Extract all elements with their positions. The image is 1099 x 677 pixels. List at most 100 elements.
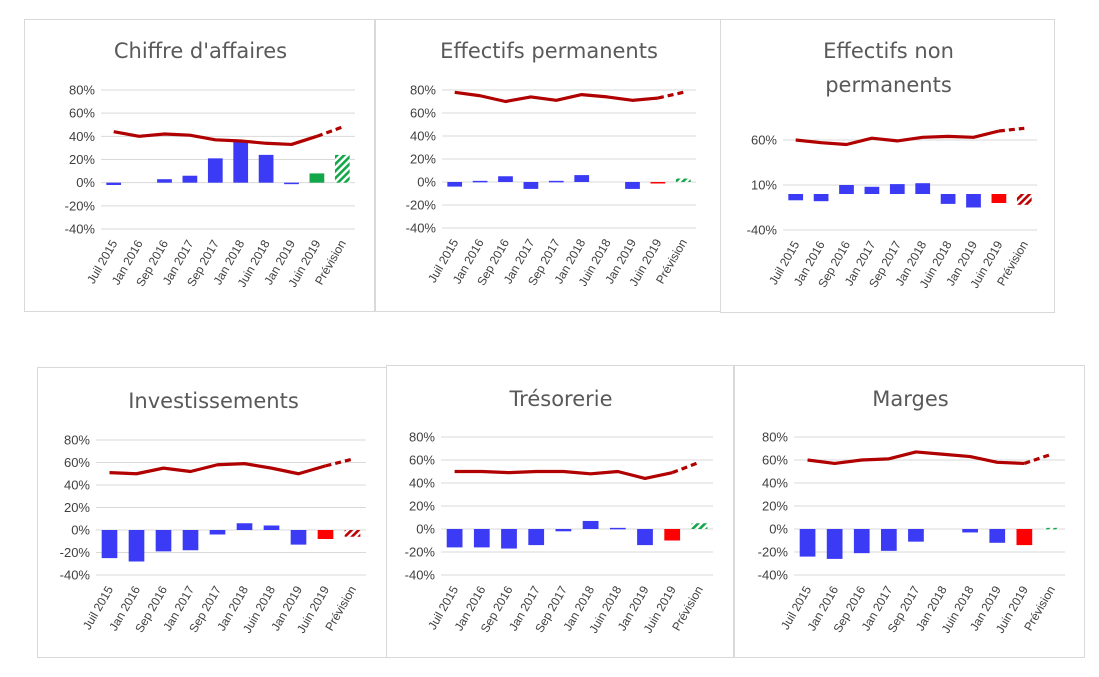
bar-value bbox=[582, 520, 599, 529]
bar-value bbox=[528, 529, 545, 546]
bar-value bbox=[207, 158, 223, 183]
y-tick-label: 80% bbox=[762, 430, 788, 445]
chart-panel-marges: Marges 80% 60% 40% 20% 0% -20% -40% Juil 2015 Jan… bbox=[734, 365, 1085, 658]
y-tick-label: 40% bbox=[410, 129, 436, 144]
y-tick-label: -20% bbox=[60, 545, 91, 560]
trend-line bbox=[807, 450, 1025, 466]
y-tick-label: 40% bbox=[762, 476, 788, 491]
bar-value bbox=[236, 523, 253, 530]
bar-value bbox=[991, 194, 1007, 203]
trend-line bbox=[795, 129, 1000, 147]
bar-value bbox=[447, 182, 463, 187]
bar-value bbox=[182, 175, 198, 183]
bar-value bbox=[839, 185, 854, 194]
bar-value bbox=[548, 180, 564, 183]
y-tick-label: 80% bbox=[64, 433, 90, 448]
y-tick-label: 0% bbox=[71, 523, 90, 538]
y-tick-label: -40% bbox=[406, 221, 437, 236]
bar-value bbox=[128, 530, 145, 562]
bar-value bbox=[915, 183, 931, 194]
chart-title: Effectifs non bbox=[823, 39, 954, 63]
bar-value bbox=[799, 529, 816, 557]
trend-line-forecast bbox=[671, 460, 700, 475]
trend-line-forecast bbox=[325, 457, 353, 468]
bar-value bbox=[940, 194, 956, 204]
y-tick-label: 60% bbox=[69, 106, 95, 121]
y-tick-label: 40% bbox=[69, 129, 95, 144]
y-tick-label: -20% bbox=[65, 198, 96, 213]
bar-value bbox=[864, 186, 880, 194]
bar-value bbox=[853, 529, 870, 554]
bar-forecast bbox=[344, 530, 361, 537]
bar-value bbox=[966, 194, 981, 208]
y-tick-label: 80% bbox=[409, 430, 435, 445]
chart-panel-chiffre-affaires: Chiffre d'affaires 80% 60% 40% 20% 0% -20% -40%… bbox=[24, 19, 375, 312]
bar-value bbox=[106, 182, 122, 185]
chart-title: Effectifs permanents bbox=[440, 39, 658, 63]
bar-value bbox=[258, 154, 274, 183]
bar-value bbox=[609, 527, 626, 530]
y-tick-label: 60% bbox=[751, 133, 777, 148]
y-tick-label: 0% bbox=[416, 522, 435, 537]
y-tick-label: 60% bbox=[762, 453, 788, 468]
bar-value bbox=[664, 529, 681, 541]
bar-value bbox=[446, 529, 463, 548]
y-tick-label: -40% bbox=[405, 568, 436, 583]
y-tick-label: -40% bbox=[60, 568, 91, 583]
bar-value bbox=[523, 182, 539, 189]
y-tick-label: -20% bbox=[758, 545, 789, 560]
bar-value bbox=[501, 529, 517, 549]
trend-line bbox=[454, 469, 673, 481]
y-tick-label: 20% bbox=[64, 500, 90, 515]
y-tick-label: -40% bbox=[758, 568, 789, 583]
bar-value bbox=[962, 529, 979, 533]
trend-line-forecast bbox=[316, 125, 343, 138]
bar-forecast bbox=[691, 523, 708, 529]
bar-value bbox=[1016, 529, 1033, 546]
chart-panel-investissements: Investissements 80% 60% 40% 20% 0% -20% -40% Jui… bbox=[37, 367, 388, 658]
bar-value bbox=[637, 529, 653, 546]
bar-value bbox=[155, 530, 172, 552]
bar-value bbox=[284, 182, 299, 185]
bar-value bbox=[826, 529, 843, 559]
chart-title: Chiffre d'affaires bbox=[114, 39, 287, 63]
y-tick-label: 0% bbox=[76, 175, 95, 190]
bar-value bbox=[182, 530, 199, 551]
bar-value bbox=[309, 173, 325, 183]
bar-value bbox=[989, 529, 1006, 543]
bar-value bbox=[290, 530, 307, 545]
y-tick-label: 60% bbox=[409, 453, 435, 468]
bar-value bbox=[889, 184, 905, 194]
y-tick-label: -20% bbox=[406, 198, 437, 213]
y-tick-label: 20% bbox=[409, 499, 435, 514]
bar-value bbox=[157, 179, 172, 183]
bar-value bbox=[101, 530, 118, 559]
bar-value bbox=[625, 182, 640, 189]
y-tick-label: 60% bbox=[64, 455, 90, 470]
y-tick-label: -20% bbox=[405, 545, 436, 560]
y-tick-label: 0% bbox=[417, 175, 436, 190]
bar-value bbox=[788, 194, 804, 201]
bar-value bbox=[555, 529, 572, 532]
bar-value bbox=[473, 529, 490, 548]
bar-value bbox=[650, 182, 666, 184]
bar-value bbox=[908, 529, 924, 542]
trend-line bbox=[113, 130, 318, 147]
bar-forecast bbox=[334, 154, 350, 183]
bar-value bbox=[233, 140, 249, 183]
y-tick-label: 40% bbox=[409, 476, 435, 491]
trend-line bbox=[109, 462, 326, 476]
bar-forecast bbox=[1016, 194, 1032, 205]
bar-value bbox=[574, 175, 590, 182]
chart-title: Investissements bbox=[128, 389, 299, 413]
y-tick-label: 20% bbox=[762, 499, 788, 514]
bar-value bbox=[472, 180, 488, 183]
y-tick-label: 60% bbox=[410, 106, 436, 121]
trend-line-forecast bbox=[657, 90, 684, 100]
bar-value bbox=[209, 530, 226, 535]
y-tick-label: 0% bbox=[769, 522, 788, 537]
trend-line-forecast bbox=[1023, 452, 1052, 465]
